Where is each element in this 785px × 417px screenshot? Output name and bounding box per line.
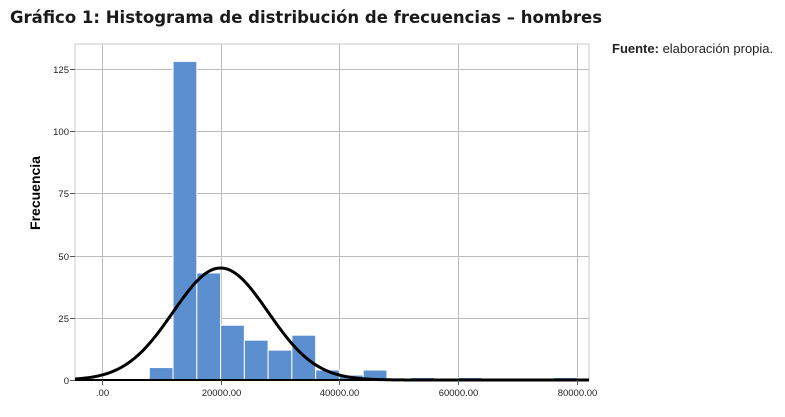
source-label: Fuente: xyxy=(612,41,659,56)
histogram-bar xyxy=(148,367,174,381)
histogram-bar xyxy=(196,272,222,381)
y-tick-labels: 0 25 50 75 100 125 xyxy=(53,65,69,387)
chart-title: Gráfico 1: Histograma de distribución de… xyxy=(10,8,603,27)
y-tick-label: 50 xyxy=(58,252,69,263)
x-tick-label: 60000.00 xyxy=(439,388,479,399)
y-tick-label: 100 xyxy=(53,127,69,138)
source-note: Fuente: elaboración propia. xyxy=(612,41,773,56)
x-tick-label: 20000.00 xyxy=(202,388,242,399)
histogram-bars xyxy=(148,60,578,381)
x-tick-label: 40000.00 xyxy=(320,388,360,399)
x-tick-labels: .00 20000.00 40000.00 60000.00 80000.00 xyxy=(96,388,597,399)
x-tick-label: .00 xyxy=(96,388,109,399)
histogram-bar xyxy=(267,349,293,381)
histogram-bar xyxy=(172,60,198,381)
histogram-bar xyxy=(243,339,269,381)
normal-curve xyxy=(74,266,589,382)
y-tick-label: 25 xyxy=(58,314,69,325)
y-tick-label: 125 xyxy=(53,65,69,76)
grid-lines xyxy=(74,43,590,381)
x-tick-label: 80000.00 xyxy=(558,388,598,399)
y-tick-label: 75 xyxy=(58,189,69,200)
normal-curve-layer xyxy=(74,266,589,382)
histogram-bar xyxy=(220,324,245,381)
y-tick-label: 0 xyxy=(64,376,69,387)
plot-frame xyxy=(74,43,590,381)
y-axis-label: Frecuencia xyxy=(27,156,43,230)
axes xyxy=(70,69,589,385)
source-text: elaboración propia. xyxy=(658,41,774,56)
